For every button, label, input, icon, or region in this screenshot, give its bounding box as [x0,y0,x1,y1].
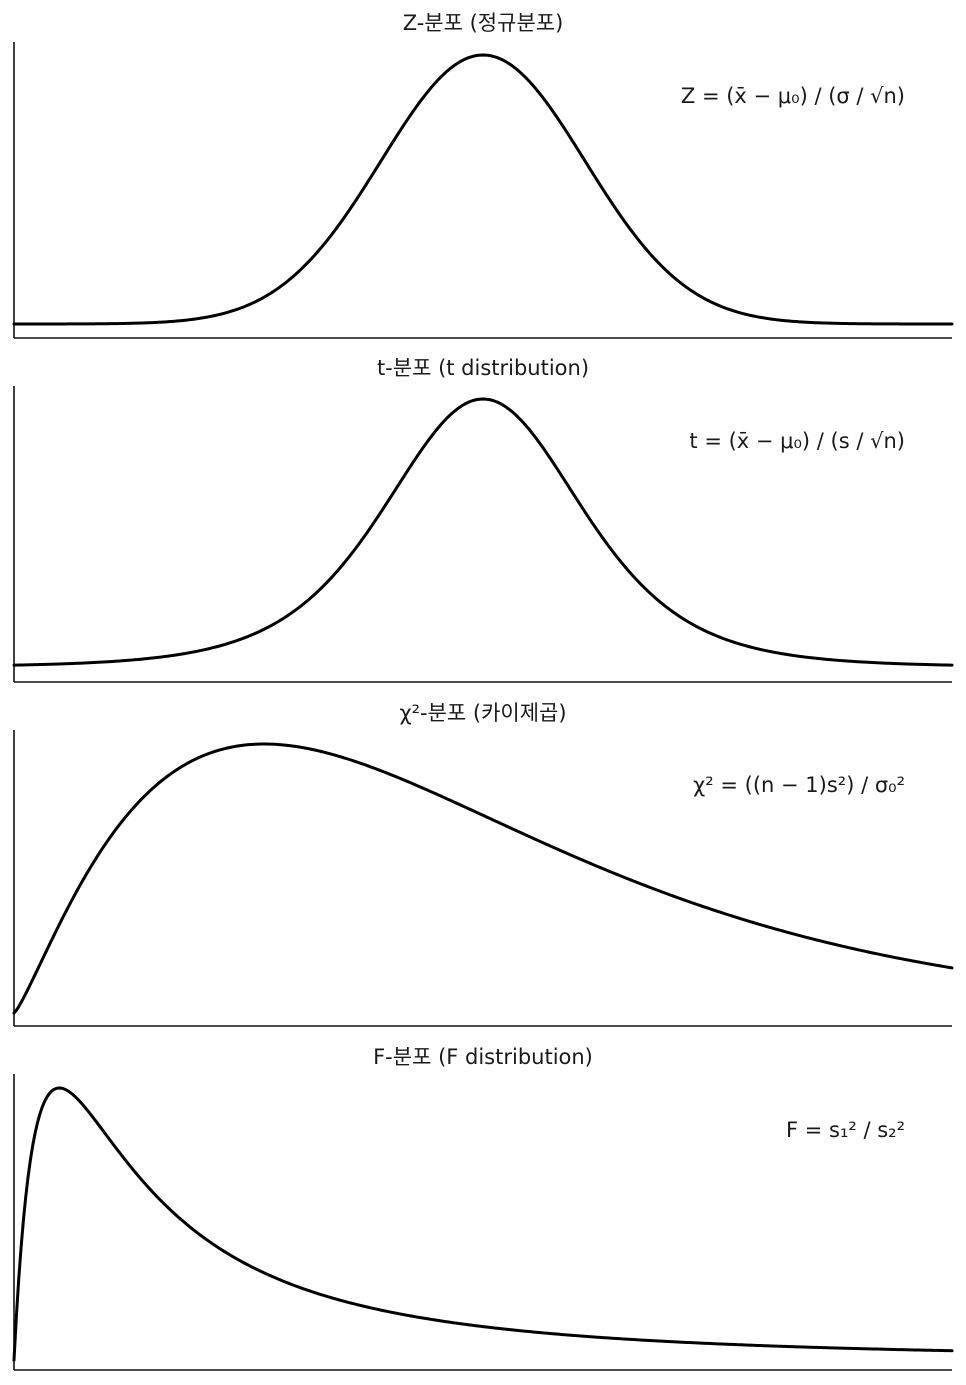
chart-title: F-분포 (F distribution) [373,1045,593,1069]
formula-label: t = (x̄ − μ₀) / (s / √n) [689,429,905,453]
series-line-density [12,397,954,667]
formula-label: χ² = ((n − 1)s²) / σ₀² [693,773,905,797]
formula-label: F = s₁² / s₂² [786,1118,905,1142]
series-line-density [12,1086,954,1362]
series-line-density [12,53,954,326]
panel-f-distribution: F-분포 (F distribution) F = s₁² / s₂² [12,1045,954,1371]
chart-title: Z-분포 (정규분포) [403,11,564,35]
formula-label: Z = (x̄ − μ₀) / (σ / √n) [681,84,905,108]
panel-z-distribution: Z-분포 (정규분포) Z = (x̄ − μ₀) / (σ / √n) [12,11,954,339]
chart-title: χ²-분포 (카이제곱) [399,701,566,725]
series-line-density [12,742,954,1015]
panel-t-distribution: t-분포 (t distribution) t = (x̄ − μ₀) / (s… [12,356,954,683]
panel-chi-square-distribution: χ²-분포 (카이제곱) χ² = ((n − 1)s²) / σ₀² [12,701,954,1027]
chart-title: t-분포 (t distribution) [377,356,589,380]
